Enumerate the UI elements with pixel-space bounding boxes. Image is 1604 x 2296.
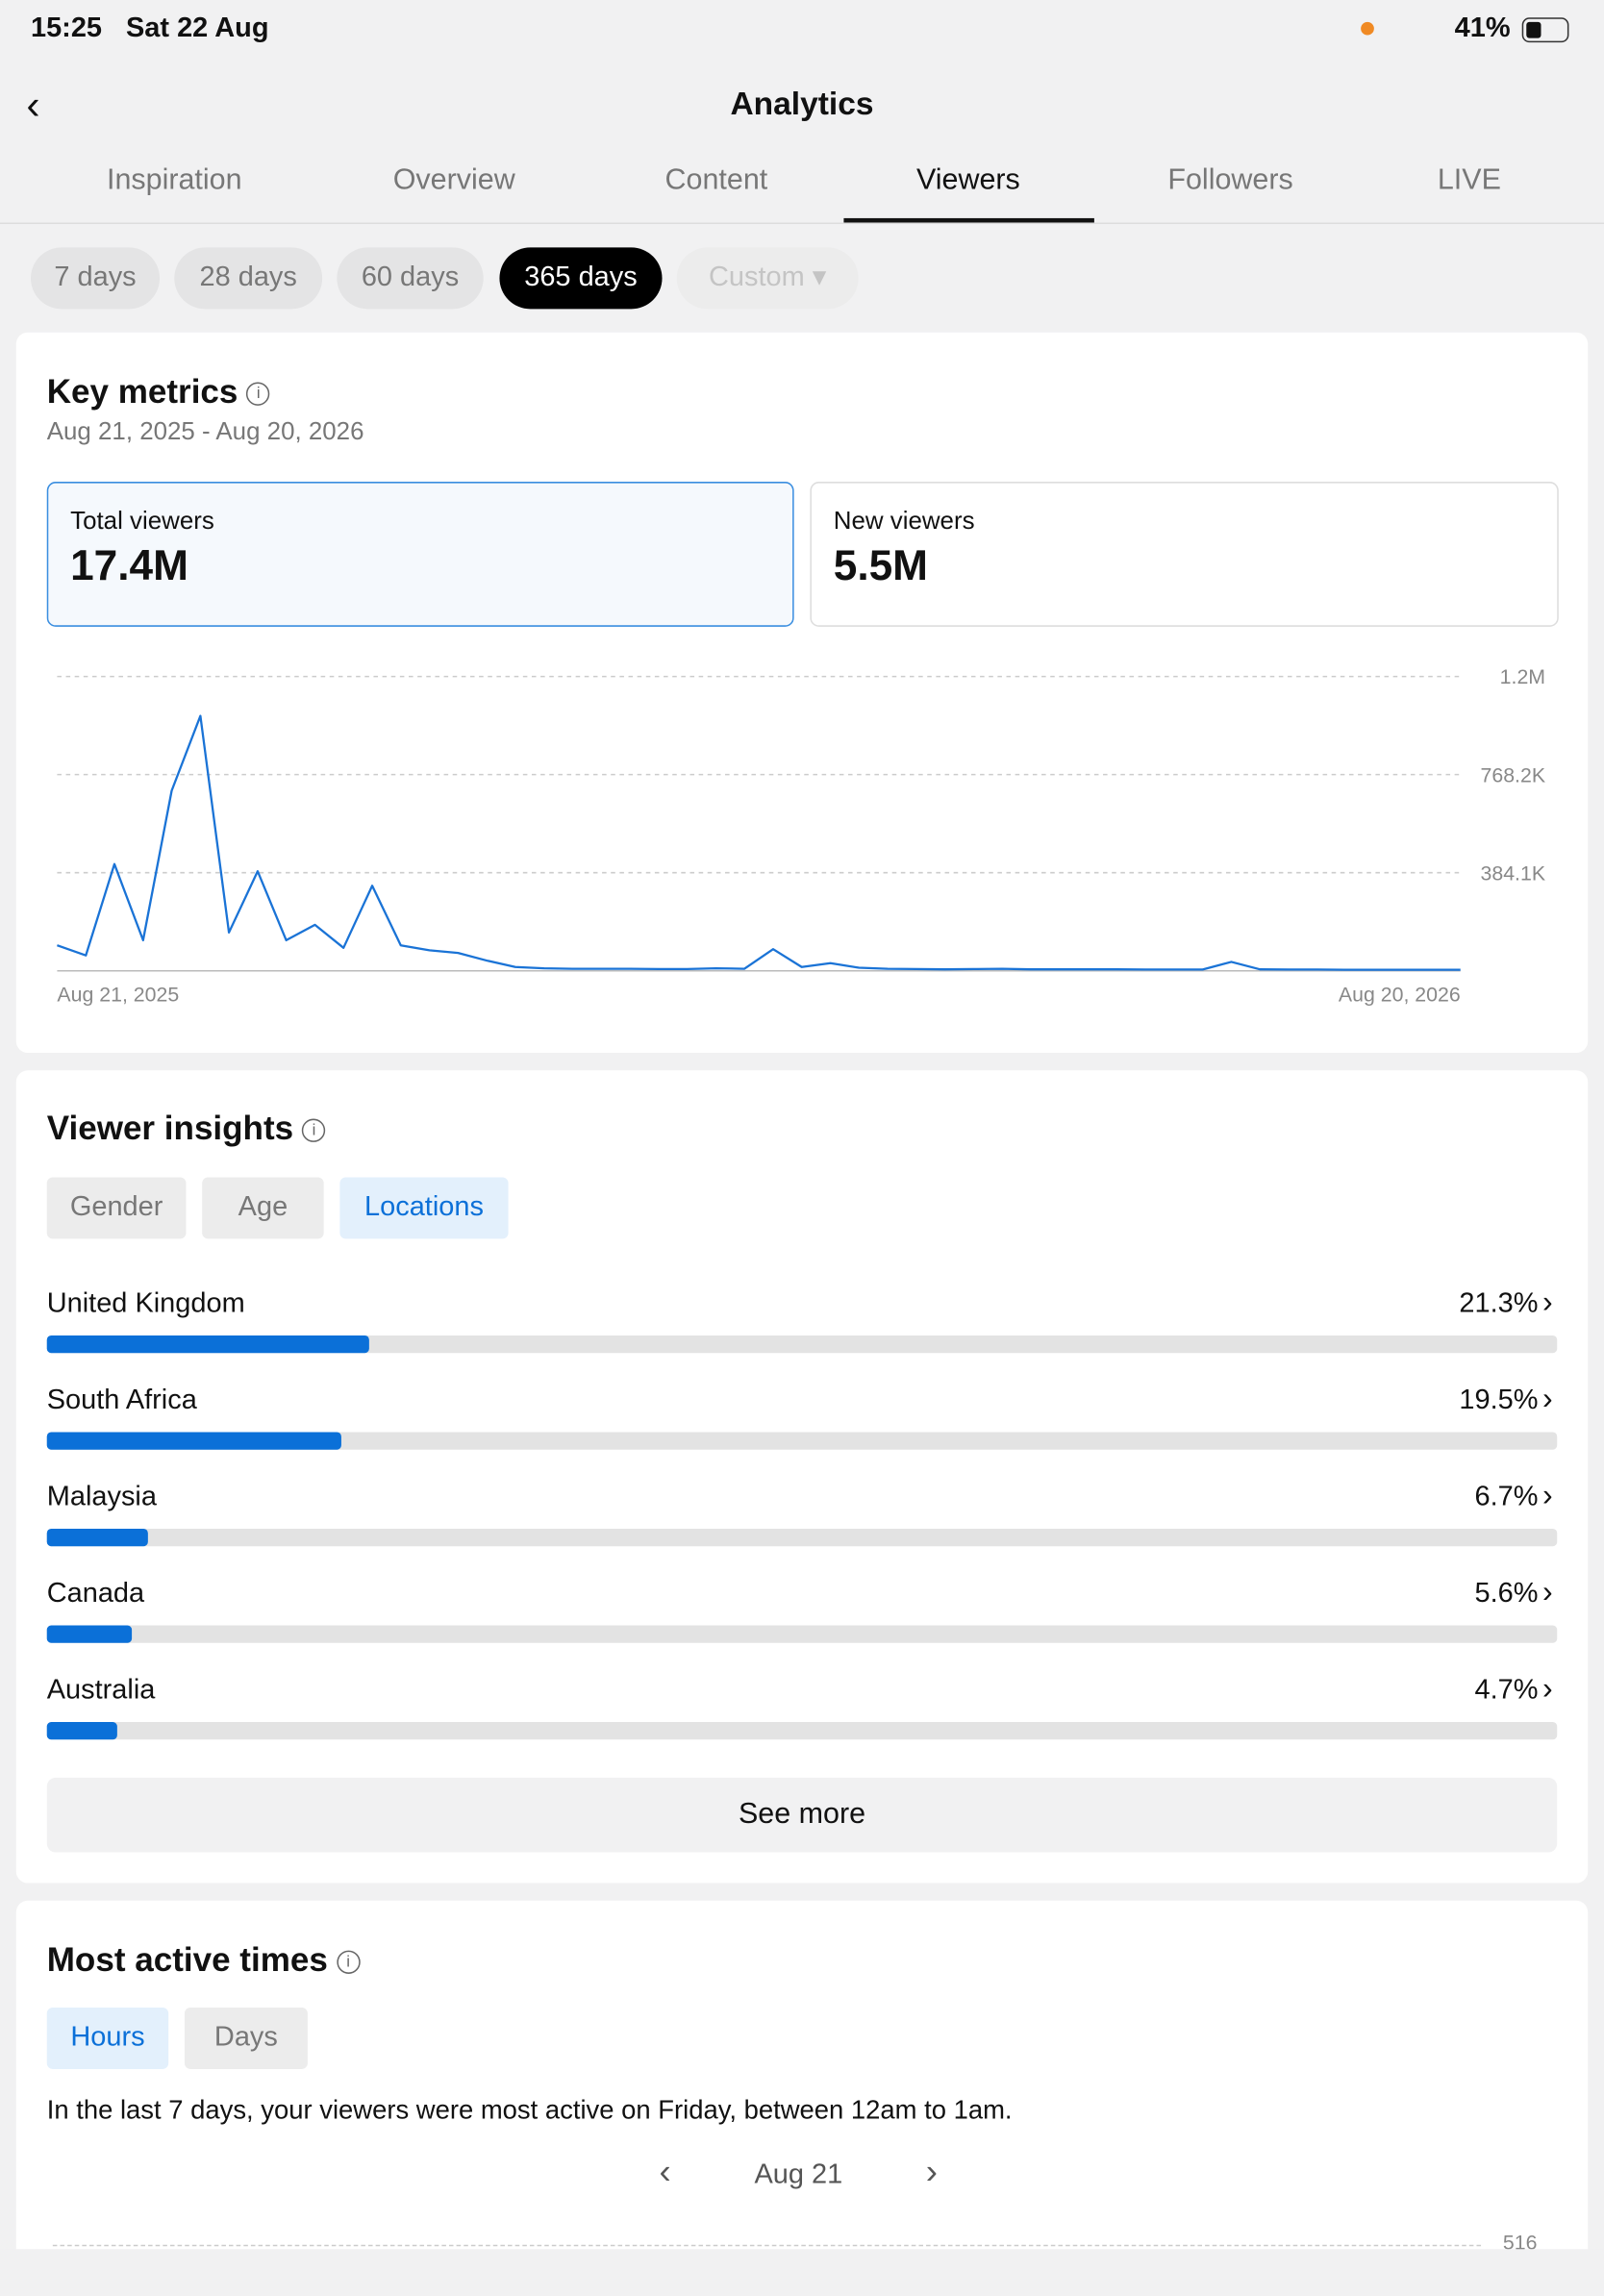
percent-label: 21.3% xyxy=(1459,1288,1539,1320)
percent-label: 6.7% xyxy=(1474,1482,1539,1513)
next-arrow[interactable]: › xyxy=(925,2152,938,2192)
location-name: United Kingdom xyxy=(46,1288,245,1320)
metric-card-selected[interactable] xyxy=(46,482,794,627)
chevron: › xyxy=(1542,1479,1553,1513)
bar-track xyxy=(46,1722,1558,1740)
day-label: Aug 21 xyxy=(754,2159,843,2191)
date: Sat 22 Aug xyxy=(126,12,269,44)
range-chip[interactable]: 7 days xyxy=(30,247,161,310)
info-icon[interactable]: i xyxy=(336,1950,361,1974)
title-text: Viewer insights xyxy=(46,1108,294,1147)
tab[interactable]: Inspiration xyxy=(106,163,242,197)
active-times-card xyxy=(15,1900,1589,2296)
period: Aug 21, 2025 - Aug 20, 2026 xyxy=(46,417,364,445)
chevron: › xyxy=(1542,1382,1553,1416)
back-button[interactable]: ‹ xyxy=(26,82,40,128)
bar-track xyxy=(46,1528,1558,1547)
tab[interactable]: LIVE xyxy=(1437,163,1501,197)
title-text: Key metrics xyxy=(46,371,238,411)
prev-arrow[interactable]: ‹ xyxy=(659,2152,671,2192)
percent-label: 19.5% xyxy=(1459,1385,1539,1416)
filter-active[interactable]: Hours xyxy=(46,2007,169,2069)
range-chip[interactable]: 28 days xyxy=(174,247,323,310)
divider xyxy=(0,222,1604,225)
y-tick-label: 768.2K xyxy=(1481,763,1546,786)
chevron: › xyxy=(1542,1672,1553,1707)
bar-track xyxy=(46,1625,1558,1643)
y-tick-label: 1.2M xyxy=(1500,665,1545,688)
title-text: Most active times xyxy=(46,1939,328,1979)
bar xyxy=(46,1335,369,1354)
tab[interactable]: Followers xyxy=(1167,163,1293,197)
bottom-bar xyxy=(0,2249,1604,2296)
tab-indicator xyxy=(843,217,1094,223)
x-tick-label: Aug 21, 2025 xyxy=(57,984,179,1007)
section-title: Viewer insights i xyxy=(47,1109,326,1148)
tab[interactable]: Content xyxy=(664,163,768,197)
y-tick-label: 384.1K xyxy=(1481,861,1546,885)
bar xyxy=(46,1625,132,1643)
line-chart: 384.1K 768.2K 1.2M Aug 21, 2025 Aug 20, 2026 xyxy=(57,665,1546,1007)
summary: In the last 7 days, your viewers were mo… xyxy=(46,2095,1013,2125)
metric-label: Total viewers xyxy=(70,506,214,535)
bar xyxy=(46,1432,341,1450)
bar-track xyxy=(46,1335,1558,1354)
bar xyxy=(46,1722,118,1740)
chevron: › xyxy=(1542,1285,1553,1320)
metric-label: New viewers xyxy=(833,506,975,535)
percent-label: 4.7% xyxy=(1474,1675,1539,1707)
location-name: Malaysia xyxy=(46,1482,157,1513)
range-chip-disabled: Custom ▾ xyxy=(676,247,859,310)
filter-active[interactable]: Locations xyxy=(339,1177,509,1239)
time: 15:25 xyxy=(30,12,103,44)
info-icon[interactable]: i xyxy=(302,1118,326,1142)
line-series xyxy=(57,714,1461,971)
chevron: › xyxy=(1542,1575,1553,1610)
bar-track xyxy=(46,1432,1558,1450)
page-title: Analytics xyxy=(730,85,874,122)
filter[interactable]: Gender xyxy=(46,1177,187,1239)
metric-value: 17.4M xyxy=(70,543,188,590)
percent-label: 5.6% xyxy=(1474,1578,1539,1610)
filter[interactable]: Days xyxy=(184,2007,308,2069)
privacy-dot xyxy=(1361,21,1374,36)
range-chip-active[interactable]: 365 days xyxy=(499,247,663,310)
location-name: Canada xyxy=(46,1578,145,1610)
tab[interactable]: Overview xyxy=(392,163,515,197)
custom-label: Custom xyxy=(709,262,805,293)
grid-line xyxy=(52,2244,1482,2247)
range-chip[interactable]: 60 days xyxy=(337,247,484,310)
metric-value: 5.5M xyxy=(833,543,928,590)
key-metrics-card xyxy=(15,332,1589,1054)
filter[interactable]: Age xyxy=(202,1177,324,1239)
bar xyxy=(46,1528,148,1547)
section-title: Most active times i xyxy=(47,1940,361,1980)
location-name: South Africa xyxy=(46,1385,197,1416)
x-tick-label: Aug 20, 2026 xyxy=(1339,984,1461,1007)
battery-level: 41% xyxy=(1454,12,1511,44)
location-name: Australia xyxy=(46,1675,156,1707)
section-title: Key metrics i xyxy=(47,372,270,412)
info-icon[interactable]: i xyxy=(246,382,270,406)
metric-card[interactable] xyxy=(810,482,1559,627)
see-more-button[interactable]: See more xyxy=(46,1777,1558,1853)
battery-icon xyxy=(1521,17,1569,43)
tab-active[interactable]: Viewers xyxy=(915,163,1020,197)
